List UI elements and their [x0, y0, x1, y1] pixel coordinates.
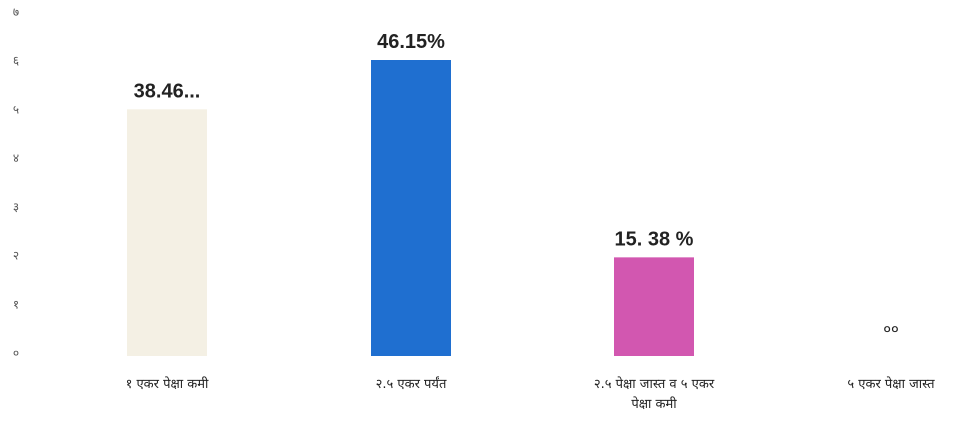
category-label: १ एकर पेक्षा कमी — [126, 376, 209, 392]
data-label: 15. 38 % — [615, 228, 694, 250]
y-tick-label: ० — [13, 346, 19, 360]
data-label: 46.15% — [377, 31, 445, 53]
bar — [614, 257, 694, 356]
category-label: ५ एकर पेक्षा जास्त — [847, 376, 935, 392]
y-tick-label: ४ — [13, 151, 19, 165]
data-labels: 38.46... 46.15% 15. 38 % ०० — [134, 31, 899, 338]
y-tick-label: १ — [13, 297, 19, 311]
data-label: 38.46... — [134, 80, 201, 102]
data-label: ०० — [883, 321, 899, 338]
y-tick-label: ३ — [13, 200, 19, 214]
y-tick-label: ७ — [13, 5, 19, 19]
x-axis-labels: १ एकर पेक्षा कमी २.५ एकर पर्यंत २.५ पेक्षा… — [126, 376, 936, 412]
category-label: पेक्षा कमी — [631, 396, 677, 412]
category-label: २.५ पेक्षा जास्त व ५ एकर — [594, 376, 715, 392]
y-tick-label: ५ — [13, 102, 19, 116]
bar — [127, 109, 207, 356]
category-label: २.५ एकर पर्यंत — [376, 376, 447, 392]
y-axis: ० १ २ ३ ४ ५ ६ ७ — [13, 5, 19, 360]
bar — [371, 60, 451, 356]
bars — [127, 60, 694, 356]
y-tick-label: ६ — [13, 54, 19, 68]
y-tick-label: २ — [13, 249, 19, 263]
